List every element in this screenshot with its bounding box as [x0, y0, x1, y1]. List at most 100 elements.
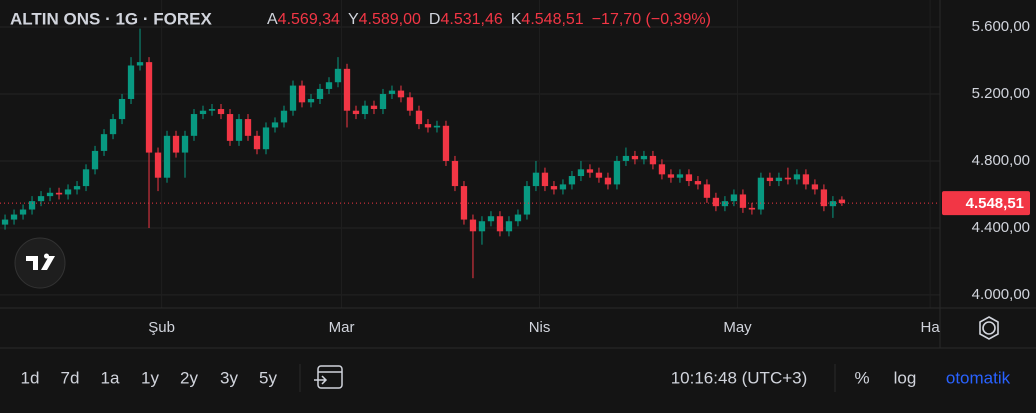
clock: 10:16:48 (UTC+3) [671, 368, 808, 387]
range-button[interactable]: 2y [180, 368, 198, 387]
candle-body [91, 150, 99, 170]
candle-body [145, 62, 153, 153]
gear-center [982, 321, 996, 335]
candle-body [505, 221, 513, 232]
legend-change: −17,70 (−0,39%) [592, 11, 711, 28]
candle-body [523, 186, 531, 215]
x-tick-label: Mar [329, 319, 355, 336]
legend-value: 4.548,51 [521, 11, 583, 28]
legend-value: 4.589,00 [359, 11, 421, 28]
range-button[interactable]: 1d [21, 368, 40, 387]
candle-body [820, 189, 828, 207]
candle-body [595, 172, 603, 178]
candle-body [352, 110, 360, 115]
candle-body [289, 85, 297, 111]
candle-body [388, 90, 396, 94]
x-tick-label: Şub [148, 319, 175, 336]
candle-body [118, 98, 126, 120]
date-range-button[interactable] [314, 365, 343, 389]
candle-body [262, 127, 270, 150]
candle-body [343, 68, 351, 111]
y-tick-label: 4.000,00 [972, 286, 1030, 303]
candle-body [559, 184, 567, 190]
candle-body [307, 98, 315, 103]
legend-key: Y [348, 11, 359, 28]
auto-button[interactable]: otomatik [946, 368, 1011, 387]
candle-body [379, 93, 387, 110]
x-tick-label: May [723, 319, 752, 336]
candle-body [550, 186, 558, 190]
candle-body [127, 65, 135, 99]
candle-body [721, 201, 729, 207]
candle-body [10, 214, 18, 220]
percent-button[interactable]: % [854, 368, 869, 387]
candle-body [253, 135, 261, 150]
candle-body [766, 177, 774, 182]
legend-key: A [267, 11, 278, 28]
last-price-tag [942, 191, 1030, 216]
candle-body [478, 221, 486, 232]
candle-body [622, 155, 630, 161]
candle-body [667, 174, 675, 178]
last-price-label: 4.548,51 [966, 195, 1024, 212]
candle-body [280, 110, 288, 123]
candle-body [424, 124, 432, 128]
candle-body [541, 172, 549, 187]
candle-body [190, 114, 198, 136]
candle-body [19, 209, 27, 215]
candle-body [181, 135, 189, 153]
candle-body [676, 174, 684, 178]
logo-mark [26, 253, 55, 270]
candle-body [316, 88, 324, 99]
candle-body [685, 174, 693, 182]
candle-body [244, 119, 252, 136]
legend-value: 4.569,34 [278, 11, 340, 28]
candle-body [469, 219, 477, 232]
candle-body [226, 114, 234, 141]
candle-body [496, 216, 504, 232]
candle-body [28, 201, 36, 210]
range-button[interactable]: 5y [259, 368, 277, 387]
candle-body [415, 110, 423, 125]
legend-key: D [429, 11, 441, 28]
settings-button[interactable] [979, 316, 999, 340]
candle-body [658, 164, 666, 175]
candle-body [568, 176, 576, 185]
candle-body [802, 174, 810, 185]
candle-body [361, 105, 369, 115]
range-button[interactable]: 1y [141, 368, 159, 387]
y-tick-label: 5.600,00 [972, 18, 1030, 35]
range-button[interactable]: 3y [220, 368, 238, 387]
candle-body [631, 155, 639, 160]
candle-body [370, 105, 378, 110]
candle-body [649, 155, 657, 165]
candle-body [532, 172, 540, 187]
candle-body [325, 82, 333, 89]
legend-value: 4.531,46 [440, 11, 502, 28]
candle-body [136, 62, 144, 66]
candle-body [154, 152, 162, 178]
candle-body [586, 169, 594, 173]
y-tick-label: 4.400,00 [972, 219, 1030, 236]
candle-body [37, 196, 45, 202]
range-button[interactable]: 1a [101, 368, 120, 387]
candle-body [100, 134, 108, 151]
candle-body [811, 184, 819, 190]
candle-body [46, 192, 54, 197]
candle-body [775, 177, 783, 182]
tradingview-logo [14, 237, 66, 289]
candle-body [613, 160, 621, 185]
candle-body [208, 109, 216, 111]
candle-body [793, 174, 801, 180]
toolbar: 1d 7d 1a 1y 2y 3y 5y 10:16:48 (UTC+3)% log otomat… [21, 368, 1011, 387]
candle-body [838, 199, 846, 204]
candle-body [514, 214, 522, 222]
range-button[interactable]: 7d [61, 368, 80, 387]
candle-body [640, 155, 648, 160]
candle-body [199, 110, 207, 115]
candle-body [829, 201, 837, 207]
log-button[interactable]: log [894, 368, 917, 387]
calendar-arrow [314, 375, 328, 385]
